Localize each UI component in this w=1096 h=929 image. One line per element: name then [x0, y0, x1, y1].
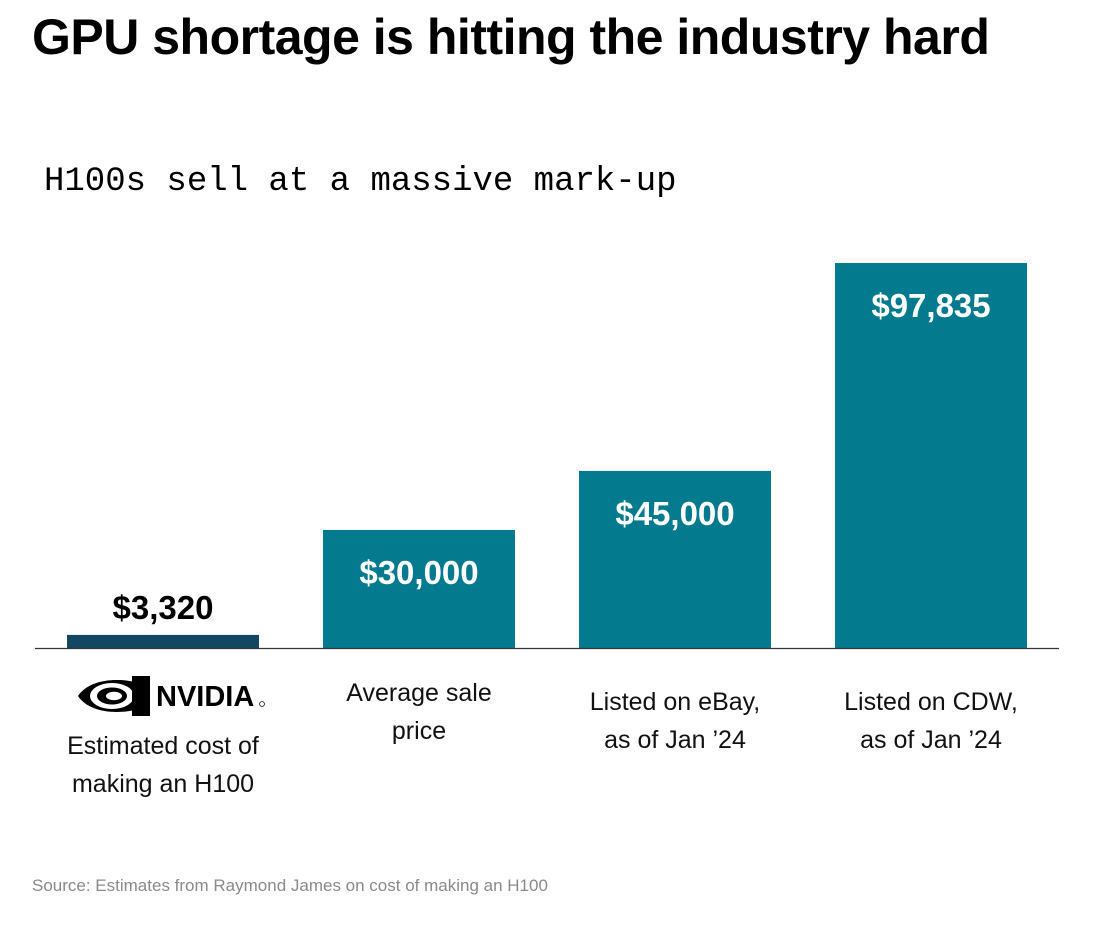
nvidia-logo-icon: NVIDIA [76, 672, 265, 720]
bar-4 [835, 263, 1027, 648]
nvidia-logo-text: NVIDIA [156, 681, 254, 713]
bar-value-label-2: $30,000 [359, 554, 478, 591]
source-note: Source: Estimates from Raymond James on … [32, 876, 548, 895]
category-label-4: Listed on CDW, as of Jan ’24 [844, 688, 1018, 754]
bar-value-label-3: $45,000 [615, 495, 734, 532]
bar-3 [579, 470, 771, 648]
chart-title: GPU shortage is hitting the industry har… [32, 9, 990, 65]
bar-1 [67, 634, 259, 648]
chart-subtitle: H100s sell at a massive mark-up [44, 163, 677, 201]
category-label-2: Average sale price [346, 679, 492, 745]
bar-value-label-1: $3,320 [113, 589, 214, 626]
category-label-1: Estimated cost of making an H100 [67, 732, 259, 798]
category-label-3: Listed on eBay, as of Jan ’24 [589, 688, 761, 754]
bar-value-label-4: $97,835 [871, 287, 990, 324]
bar-2 [323, 529, 515, 648]
